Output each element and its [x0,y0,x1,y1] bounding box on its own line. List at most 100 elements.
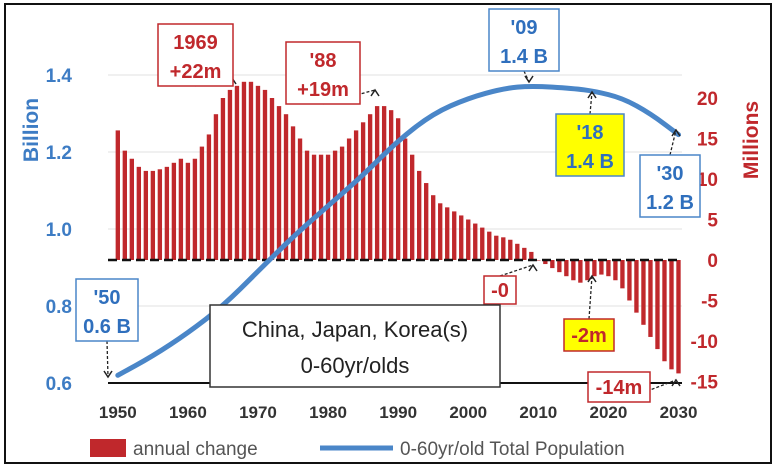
annotation-box [285,41,361,105]
annotation-line-2: +19m [297,79,349,101]
title-box-border [209,304,501,388]
bar-1963 [206,134,212,260]
bar-2004 [494,235,499,260]
annotation-a14m: -14m [587,371,681,403]
title-line-2: 0-60yr/olds [301,353,410,378]
legend: annual change 0-60yr/old Total Populatio… [90,439,625,460]
y-left-tick: 1.0 [46,220,72,241]
bar-2011 [543,260,548,265]
bar-1995 [431,195,436,260]
bar-2001 [473,223,478,260]
axis-ticks: 0.6 0.8 1.0 1.2 1.4 20 15 10 5 0 -5 -10 -15 1950 1960 1… [46,66,719,422]
bar-1983 [346,138,352,260]
bar-1951 [122,150,127,260]
bar-1950 [115,130,120,260]
bar-2007 [515,243,520,260]
y-right-tick: 10 [697,170,718,191]
bar-1991 [402,138,408,260]
annotation-arrowhead [671,128,681,137]
x-tick: 2020 [589,403,627,422]
bar-2017 [585,260,590,281]
annotation-box [587,371,651,403]
bar-2020 [606,260,611,277]
x-tick: 1990 [379,403,417,422]
bar-2005 [501,237,506,260]
bar-1986 [367,114,373,260]
bar-1958 [171,162,177,260]
bar-1981 [332,150,338,260]
bar-1973 [276,106,282,260]
bar-1998 [452,211,457,260]
bar-2030 [676,260,681,374]
annotation-leader [588,275,593,320]
bar-2002 [480,227,485,260]
bar-2008 [522,247,527,260]
bar-2009 [529,251,534,260]
bar-1982 [339,146,345,260]
bar-1966 [227,89,233,261]
bar-1952 [129,158,135,260]
bar-2003 [487,231,492,260]
annotation-leader [499,264,534,277]
annotation-arrowhead [103,370,113,379]
bar-1971 [262,89,268,261]
bar-1955 [150,170,156,260]
title-line-1: China, Japan, Korea(s) [242,317,468,342]
annotation-line-1: 1969 [173,32,218,54]
bar-1978 [311,154,317,260]
annotation-line-2: 0.6 B [83,316,131,338]
population-line [115,83,681,378]
annotation-leader [106,340,109,378]
y-left-tick: 0.8 [46,297,72,318]
bar-1959 [178,158,184,260]
bar-1953 [136,166,142,260]
annotation-box [75,278,139,342]
bar-2012 [550,260,555,269]
annotation-box [639,154,701,218]
bar-2015 [571,260,576,281]
y-right-tick: 15 [697,130,719,151]
annotation-line-1: -2m [571,325,607,347]
annotation-arrowhead [587,274,597,283]
annotation-line-2: 1.4 B [500,46,548,68]
bar-1975 [290,126,296,260]
annotation-line-2: 1.4 B [566,151,614,173]
bar-1984 [353,130,359,260]
annotation-arrowhead [587,90,597,99]
annotation-a50: '50 0.6 B [75,278,139,379]
annotation-line-1: -14m [596,377,643,399]
annotation-line-1: '50 [93,287,120,309]
x-tick: 2000 [449,403,487,422]
bar-2027 [655,260,660,350]
bar-2010 [536,260,541,261]
annotation-line-1: '30 [656,163,683,185]
bar-2022 [620,260,625,289]
annotation-arrowhead [524,75,534,84]
annotation-a1969: 1969 +22m [157,23,237,87]
y-left-tick: 0.6 [46,374,72,395]
annotation-arrowhead [370,88,380,97]
bar-2024 [634,260,639,313]
annotation-line-2: 1.2 B [646,192,694,214]
y-right-tick: -10 [691,332,718,353]
annotation-arrowhead [528,263,538,272]
annotation-leader [669,129,677,156]
bar-1972 [269,98,275,260]
annotation-line-2: +22m [170,61,222,83]
y-right-tick: 5 [707,211,718,232]
y-right-tick: -5 [701,292,718,313]
bar-1988 [381,106,387,260]
x-tick: 1980 [309,403,347,422]
bar-1974 [283,114,289,260]
bar-2029 [669,260,674,370]
y-left-axis-title: Billion [20,98,43,162]
annotation-a09: '09 1.4 B [488,8,560,84]
annotation-a2m: -2m [563,274,615,352]
bar-1993 [417,170,422,260]
annotation-leader [589,91,593,115]
bar-2014 [564,260,569,277]
bar-1968 [241,81,247,260]
annotation-line-1: '09 [510,17,537,39]
bar-2013 [557,260,562,273]
bar-1990 [395,118,401,260]
